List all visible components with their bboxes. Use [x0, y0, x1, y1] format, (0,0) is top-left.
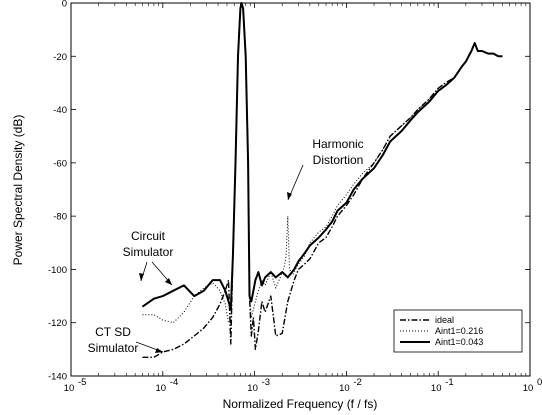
x-tick-label-1: 10-4 [156, 377, 179, 394]
x-tick-label-4: 10-1 [431, 377, 454, 394]
svg-text:-1: -1 [445, 377, 453, 388]
svg-text:10: 10 [431, 383, 442, 394]
annotation-ctsd-line2: Simulator [88, 341, 139, 355]
y-tick-label-2: -100 [48, 265, 67, 276]
series-line-ideal [142, 2, 503, 358]
y-axis-label: Power Spectral Density (dB) [11, 115, 25, 266]
y-tick-label-1: -120 [48, 318, 67, 329]
series-layer [141, 2, 503, 358]
plot-frame [70, 2, 531, 377]
svg-text:10: 10 [64, 383, 75, 394]
annotation-circuit-line1: Circuit [131, 229, 166, 243]
y-tick-label-0: -140 [48, 372, 67, 383]
y-tick-label-7: 0 [62, 0, 67, 10]
annotation-circuit-arrowhead-2 [165, 278, 172, 285]
series-line-aint1-0-216 [142, 2, 503, 324]
series-line-aint1-0-043 [141, 2, 503, 311]
y-tick-label-4: -60 [53, 158, 67, 169]
annotation-circuit-line2: Simulator [123, 245, 174, 259]
y-tick-label-6: -20 [53, 52, 67, 63]
annotation-circuit-arrowhead-1 [139, 273, 144, 281]
x-tick-label-5: 100 [523, 377, 542, 394]
annotation-harmonic-arrowhead [287, 192, 292, 200]
svg-text:10: 10 [247, 383, 258, 394]
x-tick-label-0: 10-5 [64, 377, 87, 394]
x-tick-label-3: 10-2 [339, 377, 362, 394]
legend-label-aint1-0216: Aint1=0.216 [435, 326, 483, 336]
svg-text:10: 10 [523, 383, 534, 394]
y-tick-label-5: -40 [53, 105, 67, 116]
x-tick-label-2: 10 -3 [247, 377, 270, 394]
x-axis-label: Normalized Frequency (f / fs) [223, 397, 378, 411]
ticks-layer: -140-120-100-80-60-40-20010-510-410-310-… [48, 0, 542, 394]
annotation-ctsd-line1: CT SD [95, 325, 131, 339]
annotation-harmonic-line2: Distortion [313, 153, 364, 167]
annotation-harmonic-line1: Harmonic [312, 137, 363, 151]
legend-label-ideal: ideal [435, 315, 454, 325]
annotation-ctsd: CT SD Simulator [88, 325, 164, 355]
svg-text:-4: -4 [170, 377, 178, 388]
annotation-harmonic: Harmonic Distortion [287, 137, 364, 201]
y-tick-label-3: -80 [53, 212, 67, 223]
legend: ideal Aint1=0.216 Aint1=0.043 [393, 309, 523, 353]
svg-text:-5: -5 [78, 377, 86, 388]
svg-text:10: 10 [339, 383, 350, 394]
annotation-ctsd-arrowhead [155, 348, 163, 353]
svg-text:-2: -2 [353, 377, 361, 388]
annotation-circuit: Circuit Simulator [123, 229, 174, 286]
legend-label-aint1-0043: Aint1=0.043 [435, 337, 483, 347]
svg-text:10: 10 [156, 383, 167, 394]
svg-text:0: 0 [537, 377, 542, 388]
svg-text:-3: -3 [262, 377, 270, 388]
